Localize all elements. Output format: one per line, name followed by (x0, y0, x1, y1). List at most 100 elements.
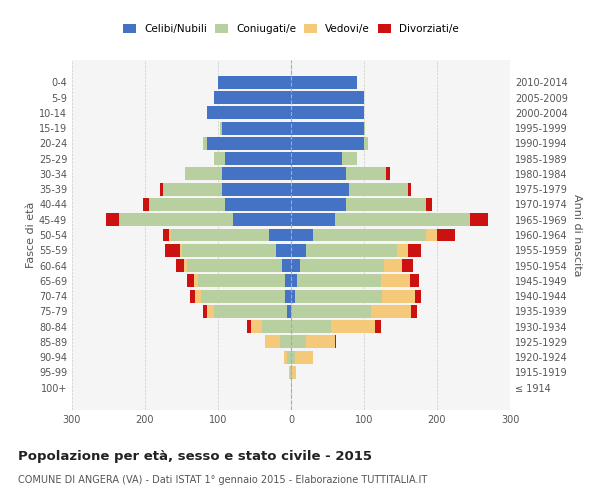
Bar (119, 214, 233, 226)
Bar (408, 182, 412, 196)
Bar (291, 76, 356, 89)
Bar (412, 305, 417, 318)
Bar (375, 320, 381, 333)
Bar (291, 305, 371, 318)
Bar (176, 259, 184, 272)
Bar (184, 259, 187, 272)
Bar (285, 290, 291, 302)
Legend: Celibi/Nubili, Coniugati/e, Vedovi/e, Divorziati/e: Celibi/Nubili, Coniugati/e, Vedovi/e, Di… (119, 20, 463, 38)
Bar (291, 106, 364, 120)
Bar (194, 274, 197, 287)
Bar (265, 336, 280, 348)
Bar (291, 290, 295, 302)
Bar (214, 91, 291, 104)
Bar (291, 381, 292, 394)
Bar (371, 305, 412, 318)
Bar (291, 214, 335, 226)
Bar (297, 274, 381, 287)
Bar (233, 214, 291, 226)
Text: COMUNE DI ANGERA (VA) - Dati ISTAT 1° gennaio 2015 - Elaborazione TUTTITALIA.IT: COMUNE DI ANGERA (VA) - Dati ISTAT 1° ge… (18, 475, 427, 485)
Bar (397, 244, 408, 256)
Bar (291, 350, 295, 364)
Bar (214, 305, 287, 318)
Bar (207, 137, 291, 150)
Text: Popolazione per età, sesso e stato civile - 2015: Popolazione per età, sesso e stato civil… (18, 450, 372, 463)
Bar (166, 244, 180, 256)
Bar (291, 320, 331, 333)
Bar (426, 198, 432, 211)
Bar (289, 366, 290, 379)
Bar (295, 290, 382, 302)
Bar (251, 320, 262, 333)
Bar (190, 290, 196, 302)
Bar (291, 244, 305, 256)
Bar (291, 152, 342, 165)
Bar (295, 350, 313, 364)
Bar (290, 366, 291, 379)
Bar (221, 122, 291, 134)
Bar (331, 320, 375, 333)
Bar (149, 198, 226, 211)
Bar (282, 259, 291, 272)
Bar (220, 122, 221, 134)
Bar (291, 122, 364, 134)
Bar (410, 274, 419, 287)
Bar (291, 91, 364, 104)
Bar (203, 305, 207, 318)
Bar (305, 336, 335, 348)
Bar (106, 214, 119, 226)
Bar (382, 290, 415, 302)
Y-axis label: Fasce di età: Fasce di età (26, 202, 36, 268)
Bar (346, 198, 426, 211)
Bar (187, 274, 194, 287)
Bar (185, 168, 221, 180)
Bar (277, 244, 291, 256)
Bar (221, 182, 291, 196)
Bar (364, 137, 368, 150)
Bar (291, 168, 346, 180)
Bar (143, 198, 149, 211)
Bar (163, 228, 169, 241)
Bar (292, 366, 296, 379)
Bar (386, 168, 389, 180)
Bar (214, 152, 226, 165)
Bar (291, 182, 349, 196)
Bar (291, 137, 364, 150)
Bar (269, 228, 291, 241)
Bar (415, 290, 421, 302)
Bar (342, 152, 357, 165)
Bar (364, 122, 365, 134)
Bar (280, 336, 291, 348)
Y-axis label: Anni di nascita: Anni di nascita (572, 194, 581, 276)
Bar (291, 366, 292, 379)
Bar (218, 76, 291, 89)
Bar (402, 259, 413, 272)
Bar (196, 290, 201, 302)
Bar (305, 244, 397, 256)
Bar (287, 305, 291, 318)
Bar (437, 228, 455, 241)
Bar (381, 274, 410, 287)
Bar (300, 259, 384, 272)
Bar (160, 182, 163, 196)
Bar (221, 168, 291, 180)
Bar (313, 228, 426, 241)
Bar (291, 274, 297, 287)
Bar (335, 336, 336, 348)
Bar (197, 274, 285, 287)
Bar (287, 350, 291, 364)
Bar (284, 350, 287, 364)
Bar (226, 152, 291, 165)
Bar (207, 106, 291, 120)
Bar (408, 244, 421, 256)
Bar (349, 182, 408, 196)
Bar (384, 259, 402, 272)
Bar (291, 198, 346, 211)
Bar (187, 259, 282, 272)
Bar (170, 228, 269, 241)
Bar (285, 274, 291, 287)
Bar (180, 244, 182, 256)
Bar (201, 290, 285, 302)
Bar (163, 182, 221, 196)
Bar (203, 137, 207, 150)
